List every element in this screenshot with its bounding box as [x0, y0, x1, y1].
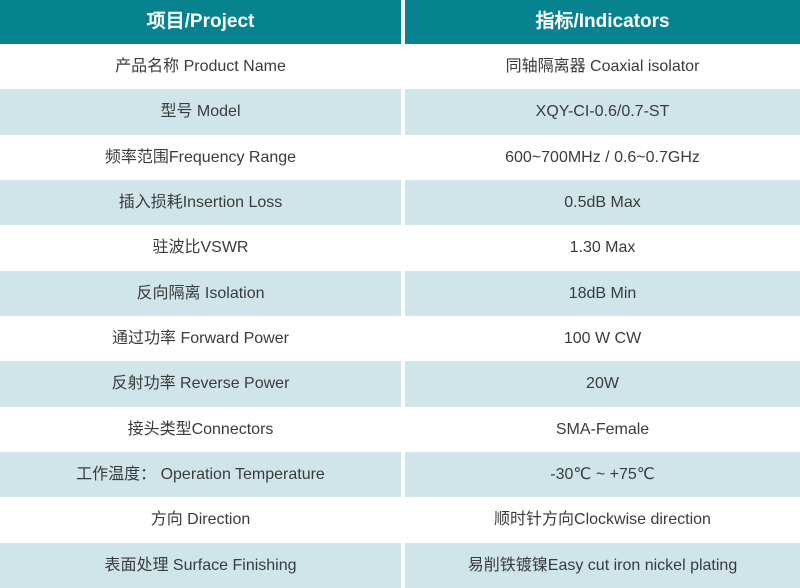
project-cell: 型号 Model	[160, 103, 241, 121]
table-row: 接头类型Connectors SMA-Female	[0, 406, 800, 452]
indicator-cell: 同轴隔离器 Coaxial isolator	[505, 58, 700, 76]
indicator-cell: 0.5dB Max	[564, 194, 641, 212]
table-body: 产品名称 Product Name 同轴隔离器 Coaxial isolator 型…	[0, 44, 800, 588]
column-divider	[401, 542, 405, 588]
table-row: 通过功率 Forward Power 100 W CW	[0, 315, 800, 362]
project-cell: 接头类型Connectors	[127, 420, 274, 438]
indicator-cell: 18dB Min	[568, 284, 637, 302]
project-cell: 插入损耗Insertion Loss	[118, 194, 283, 212]
column-divider	[401, 315, 405, 362]
indicator-cell: 顺时针方向Clockwise direction	[494, 511, 711, 529]
indicator-cell: XQY-CI-0.6/0.7-ST	[535, 103, 670, 121]
project-cell: 工作温度： Operation Temperature	[76, 466, 325, 484]
table-row: 方向 Direction 顺时针方向Clockwise direction	[0, 497, 800, 543]
column-divider	[401, 179, 405, 226]
project-cell: 反射功率 Reverse Power	[111, 375, 290, 393]
indicator-cell: 100 W CW	[563, 330, 642, 348]
indicator-cell: 1.30 Max	[569, 239, 636, 257]
table-row: 频率范围Frequency Range 600~700MHz / 0.6~0.7G…	[0, 134, 800, 180]
column-divider	[401, 270, 405, 316]
project-cell: 驻波比VSWR	[152, 239, 249, 257]
table-row: 反射功率 Reverse Power 20W	[0, 361, 800, 407]
column-divider	[401, 497, 405, 543]
column-divider	[401, 406, 405, 452]
table-row: 反向隔离 Isolation 18dB Min	[0, 270, 800, 316]
column-divider	[401, 361, 405, 407]
indicator-cell: -30℃ ~ +75℃	[550, 466, 655, 484]
project-cell: 通过功率 Forward Power	[112, 330, 289, 348]
table-row: 型号 Model XQY-CI-0.6/0.7-ST	[0, 89, 800, 135]
column-divider	[401, 225, 405, 271]
project-cell: 频率范围Frequency Range	[104, 148, 297, 166]
table-header-row: 项目/Project 指标/Indicators	[0, 0, 800, 44]
indicator-cell: 600~700MHz / 0.6~0.7GHz	[505, 148, 700, 166]
table-row: 驻波比VSWR 1.30 Max	[0, 225, 800, 271]
indicator-cell: 易削铁镀镍Easy cut iron nickel plating	[467, 556, 738, 574]
column-divider	[401, 89, 405, 135]
table-row: 工作温度： Operation Temperature -30℃ ~ +75℃	[0, 451, 800, 498]
header-project: 项目/Project	[146, 10, 255, 32]
indicator-cell: SMA-Female	[555, 420, 650, 438]
column-divider	[401, 134, 405, 180]
table-row: 表面处理 Surface Finishing 易削铁镀镍Easy cut iron…	[0, 542, 800, 588]
table-row: 产品名称 Product Name 同轴隔离器 Coaxial isolator	[0, 44, 800, 90]
project-cell: 表面处理 Surface Finishing	[104, 556, 297, 574]
project-cell: 产品名称 Product Name	[115, 58, 286, 76]
indicator-cell: 20W	[586, 375, 619, 393]
header-indicators: 指标/Indicators	[535, 10, 670, 32]
project-cell: 方向 Direction	[150, 511, 251, 529]
project-cell: 反向隔离 Isolation	[136, 284, 265, 302]
column-divider	[401, 0, 405, 44]
column-divider	[401, 44, 405, 90]
column-divider	[401, 451, 405, 498]
table-row: 插入损耗Insertion Loss 0.5dB Max	[0, 179, 800, 226]
